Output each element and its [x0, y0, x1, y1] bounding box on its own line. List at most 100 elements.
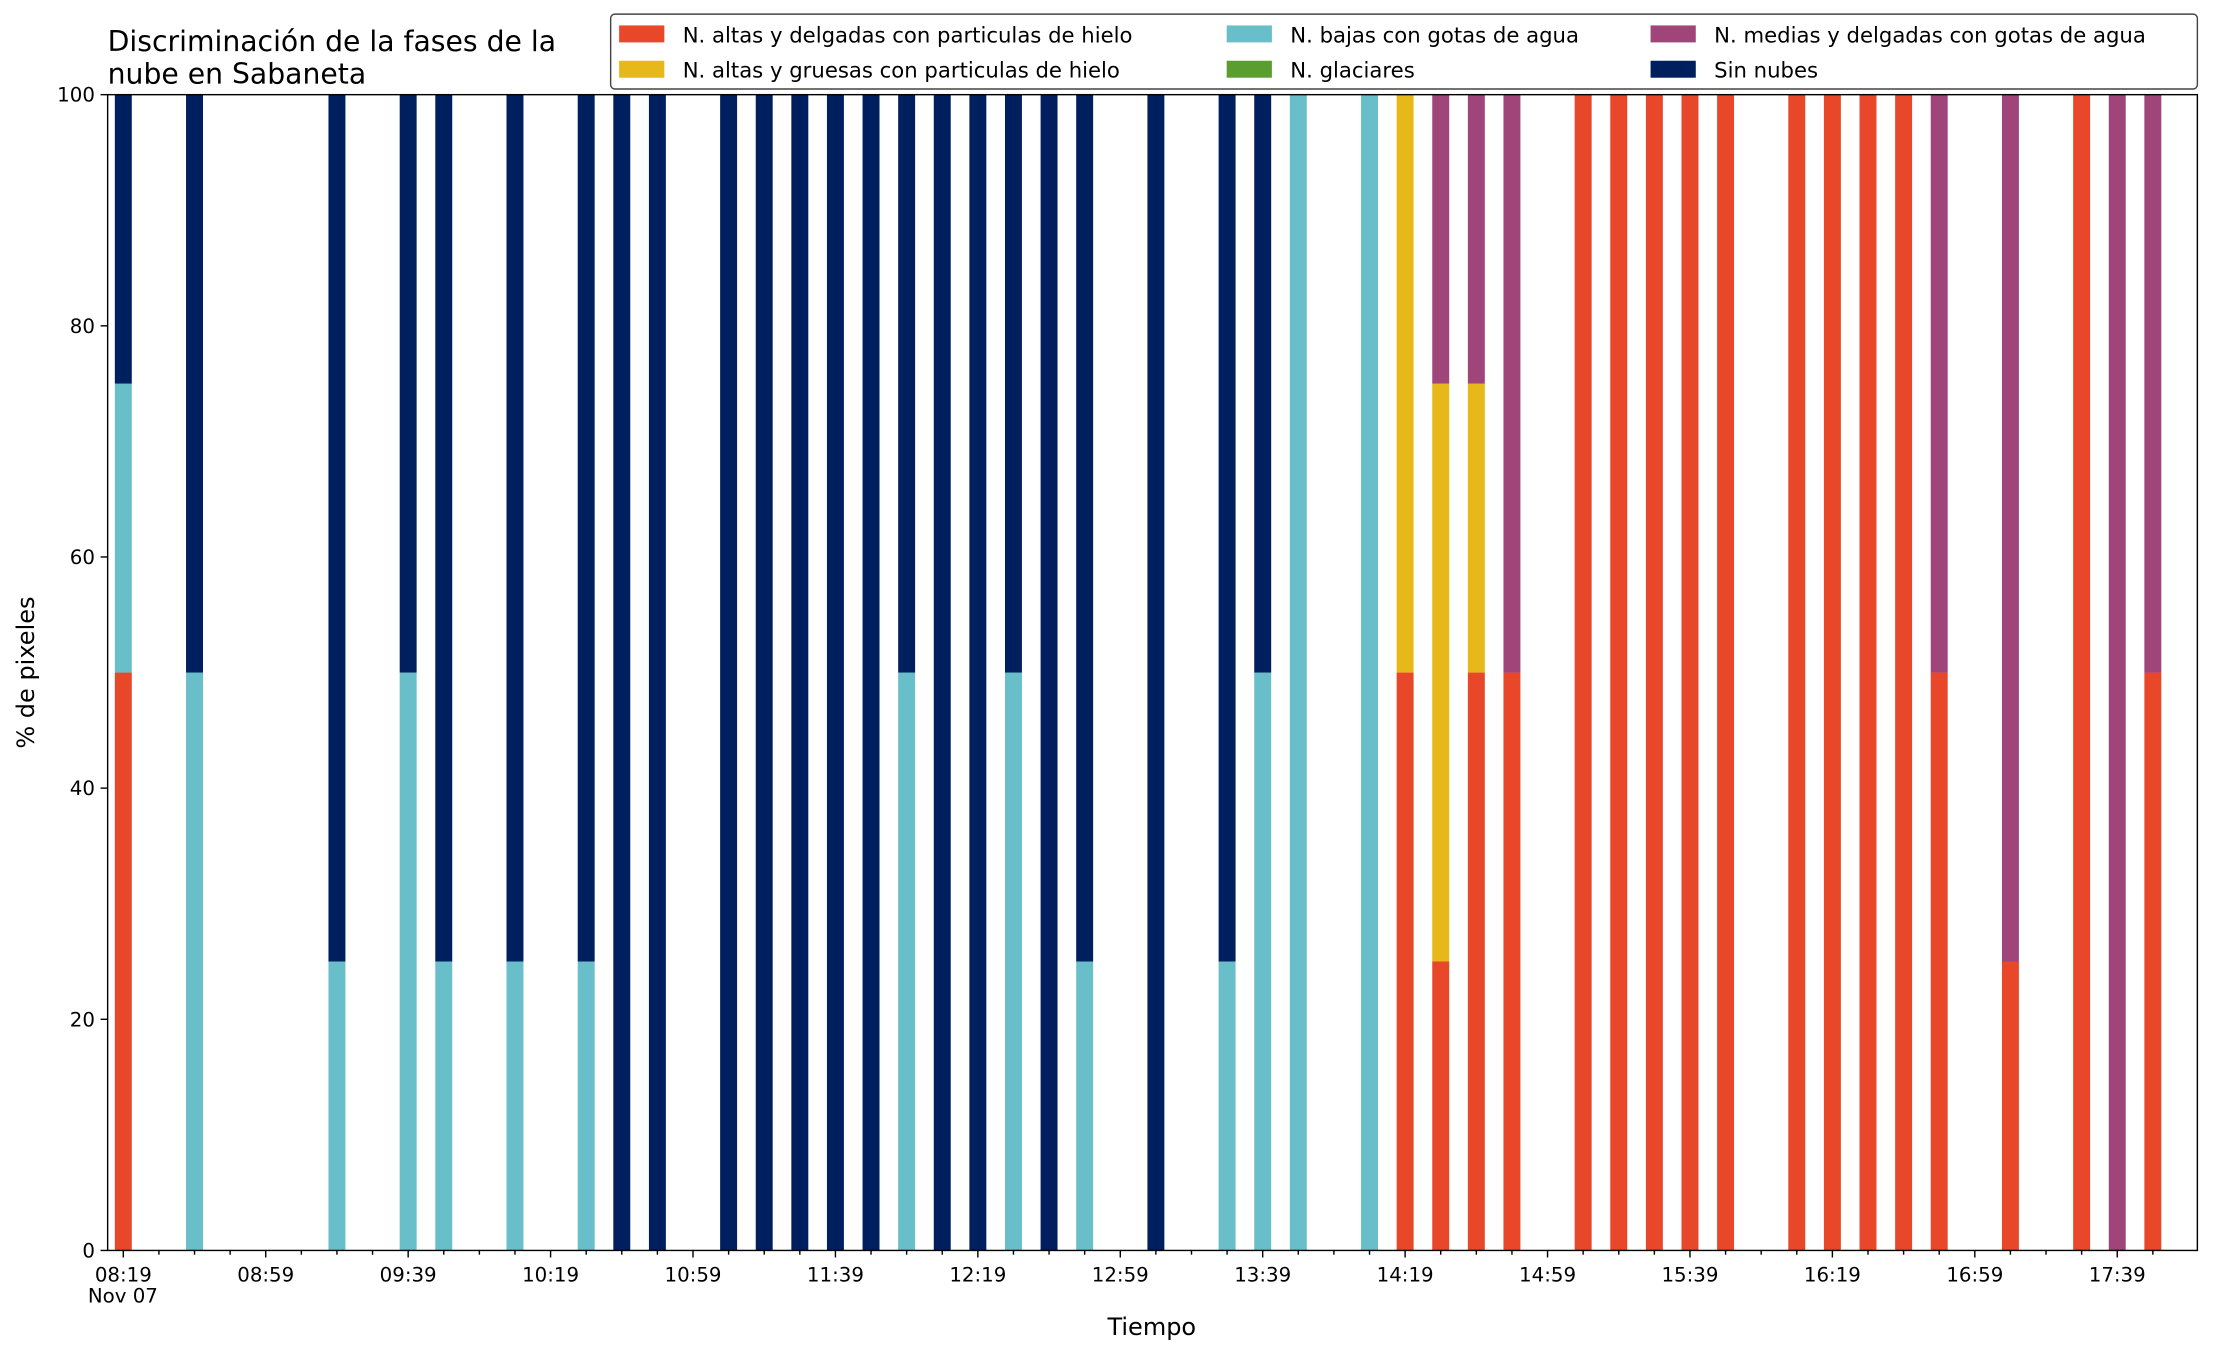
bar-segment [1218, 961, 1236, 1251]
bar-segment [1076, 961, 1094, 1251]
bar-segment [1004, 94, 1022, 673]
bar-segment [1574, 94, 1592, 1251]
bar-segment [1467, 383, 1485, 673]
bar-segment [114, 383, 132, 673]
bar-segment [1859, 94, 1877, 1251]
bar-segment [1930, 672, 1948, 1251]
legend-label: N. altas y gruesas con particulas de hie… [683, 58, 1120, 83]
x-tick-label: 10:59 [665, 1264, 722, 1287]
legend-label: N. medias y delgadas con gotas de agua [1714, 22, 2146, 47]
x-tick-label: 13:39 [1234, 1264, 1291, 1287]
y-tick-label: 0 [82, 1240, 95, 1263]
bar-segment [1218, 94, 1236, 962]
x-tick-label: 17:39 [2089, 1264, 2146, 1287]
legend-swatch [619, 60, 665, 78]
bar-segment [1930, 94, 1948, 673]
y-tick-label: 60 [70, 546, 95, 569]
bar-segment [435, 961, 453, 1251]
bar-segment [577, 94, 595, 962]
y-tick-label: 20 [70, 1008, 95, 1031]
bar-segment [862, 94, 880, 1251]
legend-swatch [1226, 25, 1272, 43]
bar-segment [1681, 94, 1699, 1251]
bar-segment [1432, 383, 1450, 962]
x-tick-label: 15:39 [1661, 1264, 1718, 1287]
bar-segment [1289, 94, 1307, 1251]
x-tick-label: 09:39 [380, 1264, 437, 1287]
x-tick-label: 08:19 [95, 1264, 152, 1287]
bar-segment [1645, 94, 1663, 1251]
bar-segment [1823, 94, 1841, 1251]
bar-segment [969, 94, 987, 1251]
bar-segment [1717, 94, 1735, 1251]
bar-segment [1361, 94, 1378, 1251]
y-axis-label: % de pixeles [12, 596, 40, 748]
bar-segment [613, 94, 631, 1251]
chart-title: Discriminación de la fases de la [108, 25, 556, 58]
x-tick-label: 14:19 [1377, 1264, 1434, 1287]
x-tick-label: 11:39 [807, 1264, 864, 1287]
bar-segment [826, 94, 844, 1251]
bar-segment [720, 94, 738, 1251]
bar-segment [2144, 94, 2162, 673]
bar-segment [2108, 94, 2126, 1251]
bar-segment [1040, 94, 1058, 1251]
bar-segment [1396, 94, 1414, 673]
x-tick-label: 16:19 [1804, 1264, 1861, 1287]
bar-segment [1467, 94, 1485, 384]
bar-segment [328, 961, 346, 1251]
x-tick-label: 14:59 [1519, 1264, 1576, 1287]
bar-segment [1432, 961, 1450, 1251]
bar-segment [114, 94, 132, 384]
x-tick-label: 12:19 [949, 1264, 1006, 1287]
bar-segment [506, 961, 524, 1251]
bar-segment [2144, 672, 2162, 1251]
x-tick-label: 16:59 [1946, 1264, 2003, 1287]
bar-segment [2001, 94, 2019, 962]
bar-segment [1254, 94, 1272, 673]
bar-segment [898, 672, 916, 1251]
bar-segment [1396, 672, 1414, 1251]
bar-segment [1788, 94, 1806, 1251]
bar-segment [186, 672, 204, 1251]
legend-label: N. bajas con gotas de agua [1290, 22, 1579, 47]
y-tick-label: 100 [57, 84, 95, 107]
bar-segment [1610, 94, 1628, 1251]
legend-label: N. glaciares [1290, 58, 1414, 83]
bar-segment [755, 94, 773, 1251]
bar-segment [1004, 672, 1022, 1251]
bar-segment [1076, 94, 1094, 962]
y-tick-label: 40 [70, 777, 95, 800]
bar-segment [506, 94, 524, 962]
x-tick-label: 12:59 [1092, 1264, 1149, 1287]
bar-segment [791, 94, 809, 1251]
bar-segment [114, 672, 132, 1251]
bar-segment [648, 94, 666, 1251]
bar-segment [1147, 94, 1165, 1251]
legend-swatch [619, 25, 665, 43]
x-tick-label: 10:19 [522, 1264, 579, 1287]
legend: N. altas y delgadas con particulas de hi… [609, 13, 2199, 90]
bar-segment [898, 94, 916, 673]
bar-segment [1503, 94, 1521, 673]
bar-segment [2001, 961, 2019, 1251]
bar-segment [577, 961, 595, 1251]
plot-frame [106, 93, 2199, 1252]
x-date-label: Nov 07 [88, 1285, 158, 1308]
legend-label: N. altas y delgadas con particulas de hi… [683, 22, 1133, 47]
legend-box [609, 13, 2199, 90]
x-tick-label: 08:59 [237, 1264, 294, 1287]
legend-swatch [1226, 60, 1272, 78]
bar-segment [1432, 94, 1450, 384]
bar-segment [435, 94, 453, 962]
bar-segment [1467, 672, 1485, 1251]
bar-segment [1503, 672, 1521, 1251]
bar-segment [1895, 94, 1913, 1251]
chart-title: nube en Sabaneta [108, 57, 367, 90]
bar-segment [399, 672, 417, 1251]
bar-segment [399, 94, 417, 673]
x-axis-label: Tiempo [1106, 1313, 1196, 1341]
bar-segment [328, 94, 346, 962]
legend-label: Sin nubes [1714, 58, 1818, 83]
